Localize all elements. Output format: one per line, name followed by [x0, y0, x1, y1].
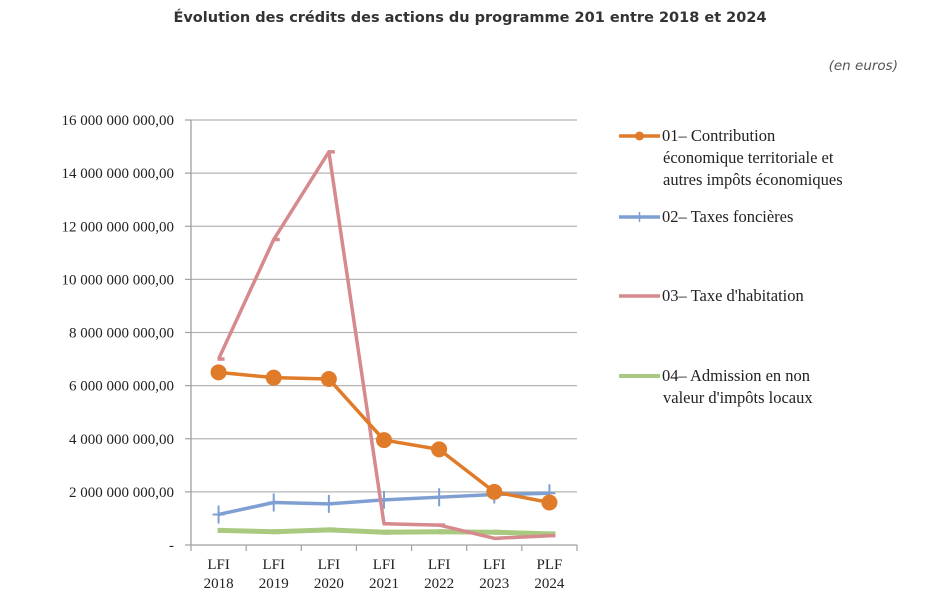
data-point [431, 441, 448, 458]
unit-note: (en euros) [828, 58, 898, 74]
legend-label: 02– Taxes foncières [662, 207, 793, 226]
legend-label: économique territoriale et [663, 148, 834, 167]
data-point [210, 364, 227, 381]
data-point [376, 432, 392, 449]
gridlines [191, 119, 577, 493]
series-4 [217, 527, 556, 537]
x-tick-label: 2021 [369, 576, 399, 592]
data-point [320, 370, 337, 387]
data-point [433, 488, 446, 507]
legend-label: 01– Contribution [662, 126, 775, 145]
x-tick-label: 2020 [314, 576, 344, 592]
y-tick-label: 14 000 000 000,00 [62, 166, 175, 182]
legend-entry-2: 02– Taxes foncières [619, 207, 793, 226]
legend-label: 04– Admission en non [662, 366, 810, 385]
y-tick-label: 8 000 000 000,00 [69, 326, 174, 342]
legend-label: 03– Taxe d'habitation [662, 286, 804, 305]
x-tick-label: 2024 [534, 576, 565, 592]
legend-entry-1: 01– Contribution économique territoriale … [619, 126, 843, 189]
y-tick-label: - [169, 538, 174, 554]
series-3 [216, 150, 556, 541]
x-tick-label: 2018 [204, 576, 234, 592]
x-tick-label: LFI [483, 557, 506, 573]
legend-label: valeur d'impôts locaux [663, 388, 813, 407]
x-tick-label: LFI [207, 557, 230, 573]
x-tick-label: LFI [262, 557, 285, 573]
x-tick-label: 2022 [424, 576, 454, 592]
y-tick-label: 10 000 000 000,00 [62, 272, 175, 288]
x-tick-label: LFI [428, 557, 451, 573]
data-point [212, 505, 225, 524]
x-tick-label: LFI [373, 557, 396, 573]
y-tick-label: 12 000 000 000,00 [62, 219, 175, 235]
data-point [541, 494, 558, 511]
x-tick-label: PLF [536, 557, 562, 573]
legend-entry-4: 04– Admission en non valeur d'impôts loca… [619, 366, 813, 407]
y-tick-label: 2 000 000 000,00 [69, 485, 174, 501]
series [210, 150, 558, 541]
series-1 [210, 364, 558, 511]
x-tick-label: LFI [318, 557, 341, 573]
legend-entry-3: 03– Taxe d'habitation [619, 286, 804, 305]
y-tick-label: 6 000 000 000,00 [69, 379, 174, 395]
y-tick-label: 16 000 000 000,00 [62, 113, 175, 129]
y-tick-label: 4 000 000 000,00 [69, 432, 174, 448]
x-tick-label: 2019 [259, 576, 289, 592]
data-point [267, 493, 280, 512]
series-line [216, 150, 550, 541]
x-tick-label: 2023 [479, 576, 509, 592]
axes: - 2 000 000 000,00 4 000 000 000,00 6 000 0… [62, 113, 578, 592]
legend: 01– Contribution économique territoriale … [619, 126, 843, 407]
data-point [265, 369, 282, 386]
data-point [486, 483, 503, 500]
data-point [322, 494, 335, 513]
chart-title: Évolution des crédits des actions du pro… [173, 10, 767, 26]
legend-marker [635, 131, 644, 141]
legend-label: autres impôts économiques [663, 170, 843, 189]
